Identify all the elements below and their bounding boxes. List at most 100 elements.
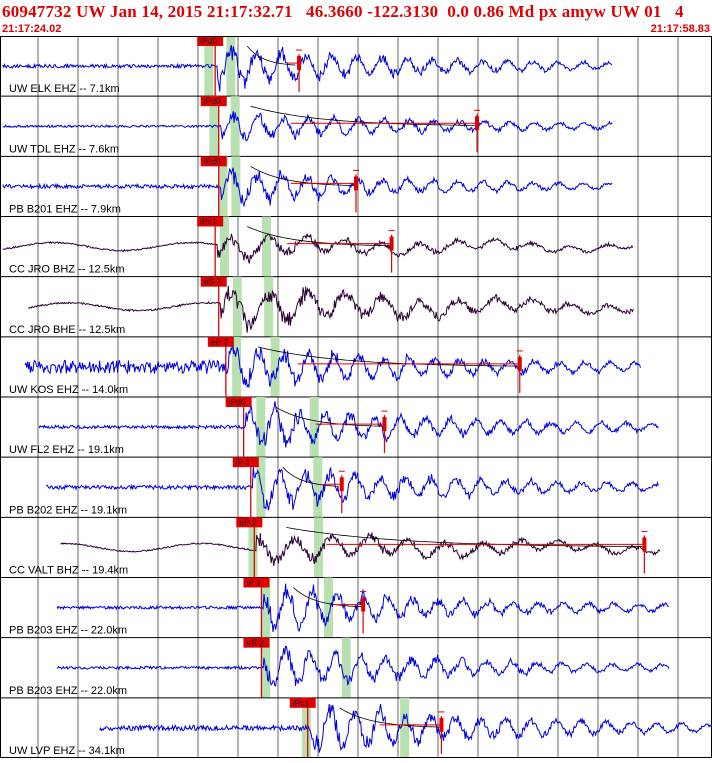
end-time-label: 21:17:58.83 bbox=[650, 23, 710, 35]
station-label: UW ELK EHZ -- 7.1km bbox=[9, 83, 120, 95]
p-window bbox=[256, 397, 266, 458]
coda-end-block bbox=[297, 56, 302, 71]
s-window bbox=[313, 517, 323, 578]
p-window bbox=[248, 517, 258, 578]
pick-tag bbox=[236, 517, 263, 528]
coda-end-block bbox=[382, 417, 387, 432]
pick-tag bbox=[200, 96, 227, 107]
coda-curve bbox=[246, 45, 296, 66]
waveform bbox=[2, 111, 613, 142]
coda-curve bbox=[250, 105, 475, 126]
waveform bbox=[45, 466, 659, 511]
pick-tag-label: eS 2 bbox=[246, 638, 264, 648]
trace-row: iPd0 UW ELK EHZ -- 7.1km bbox=[0, 36, 712, 97]
coda-end-block bbox=[361, 597, 366, 612]
coda-end-block bbox=[389, 236, 394, 251]
station-label: PB B202 EHZ -- 19.1km bbox=[9, 504, 127, 516]
pick-tag bbox=[197, 216, 224, 227]
s-window bbox=[323, 577, 333, 638]
pick-tag bbox=[232, 457, 259, 468]
trace-row: eP 2 CC VALT BHZ -- 19.4km bbox=[0, 517, 712, 578]
pick-tag bbox=[225, 397, 252, 407]
trace-row: iPc1 CC JRO BHZ -- 12.5km bbox=[0, 216, 712, 278]
coda-end-block bbox=[642, 537, 647, 552]
coda-curve bbox=[247, 226, 392, 247]
trace-row: eP 2 UW KOS EHZ -- 14.0km bbox=[0, 336, 712, 398]
waveform bbox=[56, 583, 670, 633]
seismogram-panel[interactable]: iPd0 UW ELK EHZ -- 7.1km iPd0 UW TDL EHZ --… bbox=[0, 36, 712, 759]
pick-tag bbox=[207, 336, 234, 347]
event-header: 60947732 UW Jan 14, 2015 21:17:32.71 46.… bbox=[0, 0, 712, 36]
coda-end-block bbox=[475, 116, 480, 131]
s-window bbox=[400, 697, 410, 758]
pick-tag bbox=[243, 577, 270, 588]
p-window bbox=[232, 336, 242, 397]
pick-tag bbox=[200, 276, 227, 287]
trace-row: iPd0 PB B201 EHZ -- 7.9km bbox=[0, 156, 712, 217]
coda-end-block bbox=[439, 717, 444, 732]
trace-row: iP 1 PB B203 EHZ -- 22.0km bbox=[0, 577, 712, 639]
pick-tag-label: iPd0 bbox=[204, 96, 221, 106]
p-window bbox=[261, 577, 271, 638]
pick-tag-label: eS 2 bbox=[204, 277, 222, 287]
waveform bbox=[2, 233, 634, 264]
start-time-label: 21:17:24.02 bbox=[2, 23, 62, 35]
pick-tag-label: iPc1 bbox=[293, 698, 310, 708]
s-window bbox=[262, 216, 272, 277]
pick-tag bbox=[243, 637, 270, 648]
trace-row: iPc1 UW LVP EHZ -- 34.1km bbox=[0, 697, 712, 759]
trace-row: eS 2 PB B203 EHZ -- 22.0km bbox=[0, 637, 712, 699]
pick-tag bbox=[200, 156, 227, 167]
s-window bbox=[264, 276, 274, 337]
waveform bbox=[56, 645, 670, 687]
waveform bbox=[28, 285, 634, 333]
pick-tag-label: iPd0 bbox=[229, 397, 246, 407]
coda-curve bbox=[250, 166, 355, 186]
s-window bbox=[313, 457, 323, 518]
s-window bbox=[230, 96, 240, 157]
s-window bbox=[341, 637, 351, 698]
station-label: PB B203 EHZ -- 22.0km bbox=[9, 625, 127, 637]
pick-tag bbox=[197, 36, 224, 46]
station-label: UW FL2 EHZ -- 19.1km bbox=[9, 444, 124, 456]
pick-tag-label: iPd0 bbox=[200, 36, 217, 46]
waveform bbox=[2, 44, 613, 92]
pick-tag-label: iPd0 bbox=[204, 156, 221, 166]
s-window bbox=[226, 36, 236, 97]
pick-tag-label: iP 1 bbox=[246, 578, 261, 588]
coda-end-block bbox=[339, 477, 344, 492]
coda-curve bbox=[275, 406, 384, 427]
trace-row: iPd0 UW TDL EHZ -- 7.6km bbox=[0, 96, 712, 157]
trace-row: eS 2 CC JRO BHE -- 12.5km bbox=[0, 276, 712, 338]
coda-curve bbox=[257, 346, 518, 367]
pick-tag-label: iP 1 bbox=[236, 457, 251, 467]
pick-tag-label: eP 2 bbox=[239, 517, 257, 527]
station-label: PB B201 EHZ -- 7.9km bbox=[9, 204, 121, 216]
seismogram-traces: iPd0 UW ELK EHZ -- 7.1km iPd0 UW TDL EHZ --… bbox=[0, 36, 712, 759]
station-label: UW KOS EHZ -- 14.0km bbox=[9, 384, 128, 396]
trace-row: iPd0 UW FL2 EHZ -- 19.1km bbox=[0, 397, 712, 458]
waveform bbox=[38, 401, 659, 448]
s-window bbox=[270, 336, 280, 397]
pick-tag-label: iPc1 bbox=[200, 217, 217, 227]
p-window bbox=[218, 156, 228, 217]
coda-curve bbox=[282, 466, 339, 487]
pick-tag-label: eP 2 bbox=[211, 337, 229, 347]
coda-end-block bbox=[354, 176, 358, 191]
station-label: PB B203 EHZ -- 22.0km bbox=[9, 685, 127, 697]
waveform bbox=[60, 531, 661, 566]
pick-tag bbox=[289, 697, 316, 708]
p-window bbox=[209, 96, 219, 157]
station-label: UW LVP EHZ -- 34.1km bbox=[9, 745, 125, 757]
station-label: CC VALT BHZ -- 19.4km bbox=[9, 565, 128, 577]
s-window bbox=[309, 397, 319, 458]
s-window bbox=[231, 156, 241, 217]
event-title: 60947732 UW Jan 14, 2015 21:17:32.71 46.… bbox=[2, 2, 684, 21]
trace-row: iP 1 PB B202 EHZ -- 19.1km bbox=[0, 457, 712, 518]
coda-curve bbox=[286, 527, 643, 547]
waveform bbox=[24, 340, 641, 389]
station-label: CC JRO BHE -- 12.5km bbox=[9, 324, 125, 336]
coda-curve bbox=[339, 707, 440, 728]
coda-end-block bbox=[517, 356, 522, 371]
waveform bbox=[99, 703, 712, 753]
